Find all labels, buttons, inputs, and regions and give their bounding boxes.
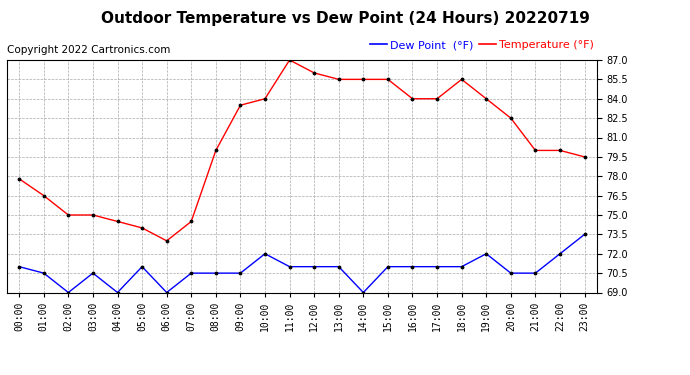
Legend: Dew Point  (°F), Temperature (°F): Dew Point (°F), Temperature (°F) <box>366 36 598 54</box>
Text: Outdoor Temperature vs Dew Point (24 Hours) 20220719: Outdoor Temperature vs Dew Point (24 Hou… <box>101 11 589 26</box>
Text: Copyright 2022 Cartronics.com: Copyright 2022 Cartronics.com <box>7 45 170 55</box>
